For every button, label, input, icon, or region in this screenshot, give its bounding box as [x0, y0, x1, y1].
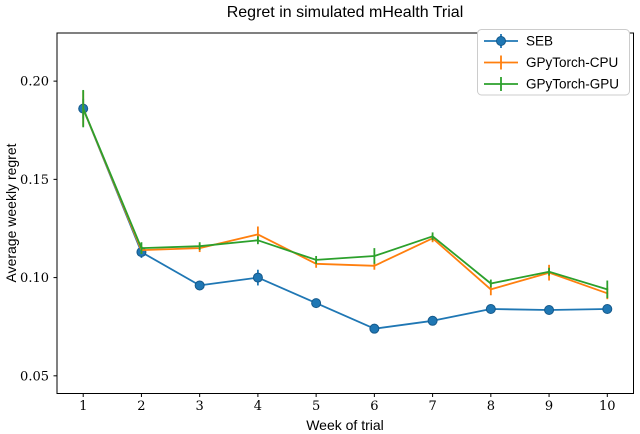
y-tick-label: 0.15: [20, 173, 49, 188]
data-point-circle: [252, 272, 263, 283]
legend-box: [477, 29, 630, 96]
data-point-circle: [369, 323, 380, 334]
x-axis-label: Week of trial: [306, 417, 384, 433]
series-line-GPyTorch-CPU: [82, 107, 609, 295]
y-axis-label: Average weekly regret: [3, 143, 19, 282]
x-tick-label: 6: [370, 399, 378, 414]
y-tick-label: 0.10: [20, 271, 49, 286]
legend-sample-circle: [496, 36, 506, 46]
y-tick-label: 0.05: [20, 369, 49, 384]
x-tick-label: 9: [545, 399, 553, 414]
x-tick-label: 1: [79, 399, 87, 414]
series-GPyTorch-CPU: [82, 90, 609, 300]
legend-item-GPyTorch-CPU: GPyTorch-CPU: [484, 55, 618, 70]
x-tick-label: 10: [599, 399, 616, 414]
plot-frame: [56, 32, 634, 394]
series-GPyTorch-GPU: [82, 89, 609, 299]
data-point-circle: [427, 315, 438, 326]
legend-item-GPyTorch-GPU: GPyTorch-GPU: [484, 77, 619, 92]
series-line-SEB: [82, 107, 609, 330]
data-point-circle: [194, 280, 205, 291]
x-tick-label: 4: [254, 399, 262, 414]
legend-item-SEB: SEB: [484, 34, 553, 49]
legend: SEB GPyTorch-CPU GPyTorch-GPU: [477, 29, 630, 96]
series-line-GPyTorch-GPU: [82, 107, 609, 291]
x-tick-label: 3: [196, 399, 204, 414]
legend-label-GPyTorch-GPU: GPyTorch-GPU: [526, 77, 619, 92]
x-tick-label: 8: [487, 399, 495, 414]
legend-label-SEB: SEB: [526, 34, 553, 49]
chart-title: Regret in simulated mHealth Trial: [227, 4, 464, 21]
data-point-circle: [544, 305, 555, 316]
x-tick-label: 5: [312, 399, 320, 414]
data-point-circle: [602, 304, 613, 315]
data-point-circle: [311, 298, 322, 309]
series-SEB: [78, 98, 613, 334]
y-tick-label: 0.20: [20, 75, 49, 90]
data-point-circle: [485, 304, 496, 315]
x-tick-label: 7: [428, 399, 436, 414]
x-tick-label: 2: [137, 399, 145, 414]
legend-label-GPyTorch-CPU: GPyTorch-CPU: [526, 55, 618, 70]
